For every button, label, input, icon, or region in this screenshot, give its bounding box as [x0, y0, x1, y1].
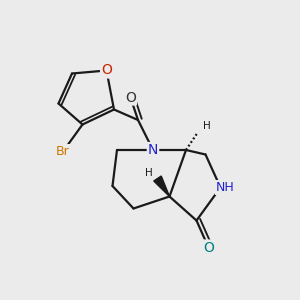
- Text: O: O: [203, 241, 214, 254]
- Text: N: N: [148, 143, 158, 157]
- Text: O: O: [125, 91, 136, 104]
- Text: NH: NH: [216, 181, 234, 194]
- Text: H: H: [203, 121, 211, 131]
- Polygon shape: [154, 176, 170, 196]
- Text: Br: Br: [56, 145, 70, 158]
- Text: O: O: [101, 64, 112, 77]
- Text: H: H: [145, 167, 152, 178]
